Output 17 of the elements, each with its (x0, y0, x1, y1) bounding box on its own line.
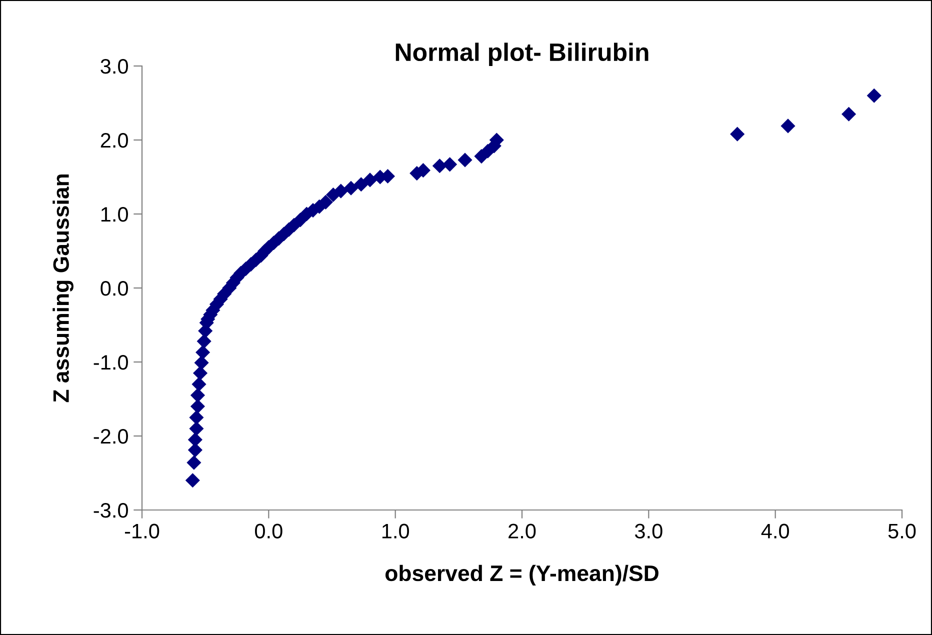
y-tick-label: -2.0 (94, 429, 128, 444)
x-axis-title: observed Z = (Y-mean)/SD (385, 564, 658, 586)
y-tick-label: -1.0 (94, 355, 128, 370)
x-tick-label: 3.0 (634, 524, 662, 538)
x-tick-label: 2.0 (508, 524, 536, 538)
x-tick-label: 1.0 (382, 524, 409, 538)
x-tick-label: -1.0 (124, 524, 160, 538)
y-axis-title: Z assuming Gaussian (52, 174, 74, 402)
y-tick-label: 0.0 (100, 281, 128, 296)
chart-title: Normal plot- Bilirubin (396, 42, 648, 66)
x-tick-label: 5.0 (888, 524, 916, 538)
y-tick-label: -3.0 (94, 503, 128, 518)
x-tick-label: 4.0 (761, 524, 789, 538)
y-tick-label: 3.0 (100, 59, 128, 74)
y-tick-label: 2.0 (100, 133, 128, 148)
x-tick-label: 0.0 (255, 524, 282, 538)
y-tick-label: 1.0 (101, 207, 128, 222)
